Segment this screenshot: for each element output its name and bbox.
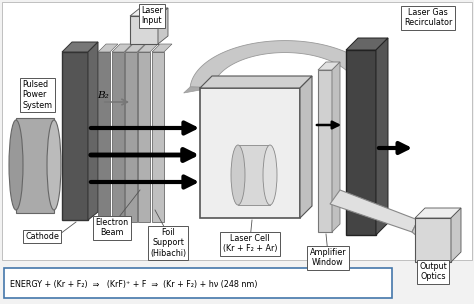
Polygon shape bbox=[355, 78, 386, 83]
Polygon shape bbox=[125, 44, 145, 52]
FancyBboxPatch shape bbox=[62, 52, 88, 220]
FancyBboxPatch shape bbox=[112, 52, 124, 222]
Text: Amplifier
Window: Amplifier Window bbox=[310, 248, 346, 268]
Polygon shape bbox=[451, 208, 461, 262]
Text: Cathode: Cathode bbox=[25, 232, 59, 241]
Polygon shape bbox=[190, 41, 377, 88]
Ellipse shape bbox=[47, 120, 61, 210]
FancyBboxPatch shape bbox=[200, 88, 300, 218]
Polygon shape bbox=[98, 44, 118, 52]
Polygon shape bbox=[158, 8, 168, 44]
FancyBboxPatch shape bbox=[152, 52, 164, 222]
Polygon shape bbox=[300, 76, 312, 218]
Ellipse shape bbox=[9, 120, 23, 210]
Polygon shape bbox=[415, 208, 461, 218]
Text: Pulsed
Power
System: Pulsed Power System bbox=[22, 80, 52, 110]
Polygon shape bbox=[332, 62, 340, 232]
Text: Output
Optics: Output Optics bbox=[419, 262, 447, 282]
Polygon shape bbox=[330, 190, 418, 232]
FancyBboxPatch shape bbox=[130, 16, 158, 44]
Polygon shape bbox=[412, 220, 434, 242]
Polygon shape bbox=[138, 44, 158, 52]
FancyBboxPatch shape bbox=[98, 52, 110, 222]
Polygon shape bbox=[318, 62, 340, 70]
Polygon shape bbox=[376, 38, 388, 235]
FancyBboxPatch shape bbox=[318, 70, 332, 232]
Polygon shape bbox=[183, 87, 213, 93]
Polygon shape bbox=[200, 76, 312, 88]
Text: Laser Gas
Recirculator: Laser Gas Recirculator bbox=[404, 8, 452, 27]
Text: Foil
Support
(Hibachi): Foil Support (Hibachi) bbox=[150, 228, 186, 258]
FancyBboxPatch shape bbox=[4, 268, 392, 298]
Text: Laser
Input: Laser Input bbox=[141, 6, 163, 26]
Polygon shape bbox=[130, 8, 168, 16]
FancyBboxPatch shape bbox=[415, 218, 451, 262]
Polygon shape bbox=[346, 38, 388, 50]
Polygon shape bbox=[88, 42, 98, 220]
FancyBboxPatch shape bbox=[346, 50, 376, 235]
Polygon shape bbox=[112, 44, 132, 52]
FancyBboxPatch shape bbox=[125, 52, 137, 222]
Text: B₂: B₂ bbox=[97, 92, 109, 101]
Ellipse shape bbox=[263, 145, 277, 205]
FancyBboxPatch shape bbox=[138, 52, 150, 222]
FancyBboxPatch shape bbox=[2, 2, 472, 260]
Text: Laser Cell
(Kr + F₂ + Ar): Laser Cell (Kr + F₂ + Ar) bbox=[223, 234, 277, 254]
Polygon shape bbox=[62, 42, 98, 52]
FancyBboxPatch shape bbox=[238, 145, 270, 205]
Text: Electron
Beam: Electron Beam bbox=[95, 218, 128, 237]
Ellipse shape bbox=[231, 145, 245, 205]
Polygon shape bbox=[152, 44, 172, 52]
FancyBboxPatch shape bbox=[16, 118, 54, 213]
Text: ENERGY + (Kr + F₂)  ⇒   (KrF)⁺ + F  ⇒  (Kr + F₂) + hν (248 nm): ENERGY + (Kr + F₂) ⇒ (KrF)⁺ + F ⇒ (Kr + … bbox=[10, 279, 257, 288]
